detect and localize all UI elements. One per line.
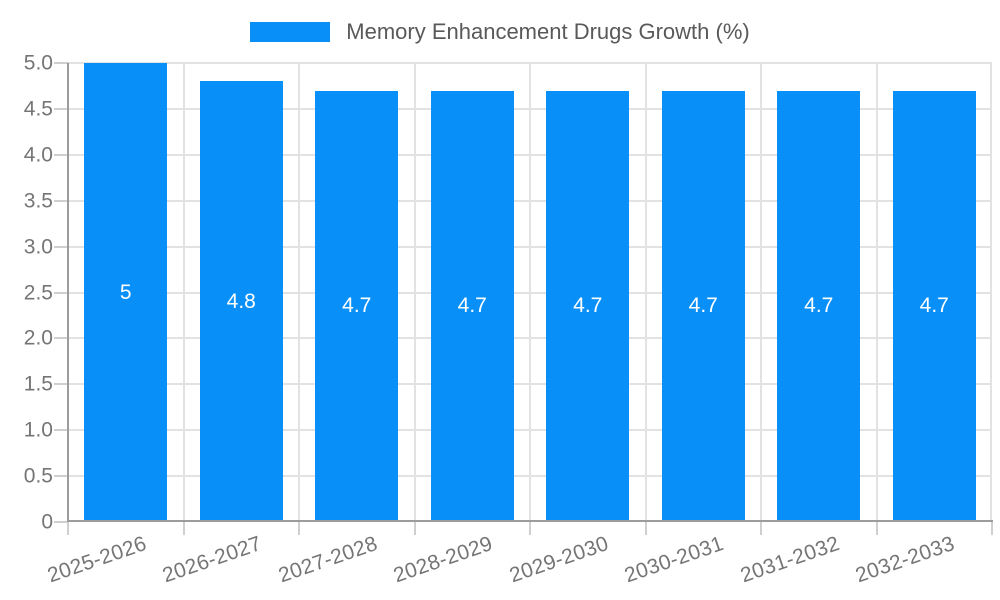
x-tick: [644, 522, 647, 535]
y-tick: [54, 337, 68, 340]
y-tick-label: 3.0: [23, 235, 53, 259]
y-tick: [54, 521, 68, 523]
y-tick-label: 4.5: [23, 97, 53, 121]
x-tick-label: 2028-2029: [390, 532, 496, 588]
y-tick: [54, 199, 68, 202]
x-grid-line: [182, 63, 185, 522]
x-grid-line: [644, 63, 647, 522]
y-tick: [54, 475, 68, 478]
bar-value-label: 5: [119, 280, 132, 304]
y-tick-label: 2.0: [23, 326, 53, 350]
x-tick: [529, 522, 531, 535]
x-grid-line: [760, 63, 762, 522]
x-tick: [875, 522, 878, 535]
bar-value-label: 4.8: [226, 289, 256, 313]
bar[interactable]: [84, 63, 168, 522]
x-tick: [182, 522, 185, 535]
y-tick-label: 1.5: [23, 372, 53, 396]
y-tick: [54, 245, 68, 248]
x-tick: [67, 522, 69, 535]
y-tick-label: 2.5: [23, 281, 53, 304]
x-tick-label: 2029-2030: [506, 532, 612, 588]
bar[interactable]: [430, 90, 514, 522]
bar-value-label: 4.7: [804, 294, 834, 318]
plot-area: 0 0.5 1.0 1.5 2.0 2.5 3.0 3.5 4.0 4.5 5.0 5 2025-202…: [24, 53, 993, 587]
bar[interactable]: [199, 81, 283, 522]
y-axis-line: [67, 63, 69, 522]
x-grid-line: [990, 63, 992, 522]
y-tick-label: 0: [41, 510, 53, 534]
y-tick-label: 5.0: [23, 51, 53, 75]
x-tick-label: 2027-2028: [275, 532, 381, 588]
x-grid-line: [875, 63, 878, 522]
y-tick: [54, 107, 68, 110]
y-tick-label: 0.5: [23, 464, 53, 488]
x-tick-label: 2030-2031: [621, 532, 727, 588]
legend-label: Memory Enhancement Drugs Growth (%): [346, 19, 750, 44]
x-tick: [760, 522, 762, 535]
bar-value-label: 4.7: [919, 294, 949, 318]
bar-value-label: 4.7: [342, 294, 372, 318]
y-tick-label: 4.0: [23, 143, 53, 167]
y-tick: [54, 153, 68, 156]
x-tick: [413, 522, 416, 535]
x-grid-line: [413, 63, 416, 522]
x-tick-label: 2026-2027: [159, 532, 265, 588]
x-tick-label: 2025-2026: [44, 532, 150, 588]
bar-value-label: 4.7: [573, 294, 603, 318]
bar[interactable]: [315, 90, 399, 522]
legend-swatch-icon: [250, 22, 331, 42]
y-tick: [54, 383, 68, 386]
x-grid-line: [529, 63, 531, 522]
y-tick: [54, 291, 68, 294]
bar[interactable]: [546, 90, 630, 522]
y-tick: [54, 62, 68, 64]
bar[interactable]: [892, 90, 976, 522]
x-axis-line: [67, 520, 993, 522]
x-tick-label: 2031-2032: [737, 532, 843, 588]
legend[interactable]: Memory Enhancement Drugs Growth (%): [0, 19, 1000, 44]
bar[interactable]: [777, 90, 861, 522]
bar-value-label: 4.7: [457, 294, 487, 318]
x-tick-label: 2032-2033: [852, 532, 958, 588]
y-tick-label: 1.0: [23, 418, 53, 442]
bar-value-label: 4.7: [688, 294, 718, 318]
y-tick-label: 3.5: [23, 189, 53, 213]
x-tick: [991, 522, 993, 535]
x-grid-line: [298, 63, 300, 522]
x-tick: [298, 522, 300, 535]
bar[interactable]: [661, 90, 745, 522]
y-tick: [54, 429, 68, 432]
